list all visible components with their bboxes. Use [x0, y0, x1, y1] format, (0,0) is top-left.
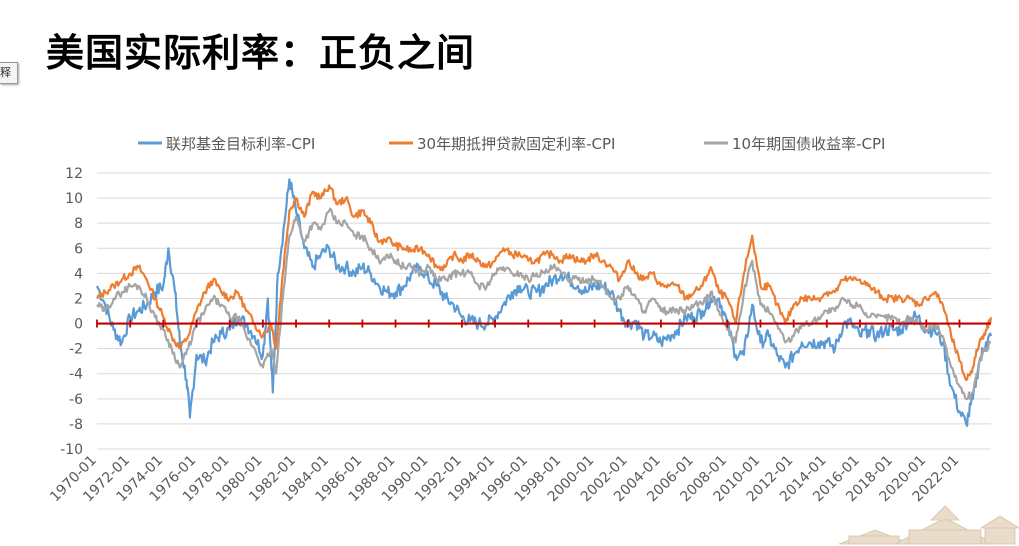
- x-axis: 1970-011972-011974-011976-011978-011980-…: [47, 453, 962, 506]
- y-tick-label: -8: [69, 417, 83, 433]
- legend-label-2: 10年期国债收益率-CPI: [732, 135, 885, 153]
- y-tick-label: 10: [65, 191, 83, 207]
- y-tick-label: -4: [69, 367, 83, 383]
- y-tick-label: -10: [60, 442, 83, 458]
- side-tab[interactable]: 释: [0, 62, 18, 84]
- zero-line: [96, 319, 991, 328]
- building-watermark-icon: [838, 505, 1019, 545]
- series-line-2: [96, 207, 992, 401]
- series-lines: [95, 178, 993, 427]
- legend-label-0: 联邦基金目标利率-CPI: [166, 135, 315, 153]
- y-tick-label: -6: [69, 392, 83, 408]
- y-axis: 12 10 8 6 4 2 0 -2 -4 -6 -8 -10: [60, 166, 83, 458]
- page-title: 美国实际利率：正负之间: [46, 31, 476, 75]
- y-tick-label: 12: [65, 166, 83, 182]
- series-line-0: [95, 178, 993, 427]
- y-tick-label: 6: [74, 241, 83, 257]
- y-tick-label: 4: [74, 266, 83, 282]
- legend-label-1: 30年期抵押贷款固定利率-CPI: [417, 135, 615, 153]
- series-line-1: [95, 184, 993, 382]
- legend: 联邦基金目标利率-CPI 30年期抵押贷款固定利率-CPI 10年期国债收益率-CP…: [138, 135, 885, 153]
- y-tick-label: -2: [69, 342, 83, 358]
- y-tick-label: 8: [74, 216, 83, 232]
- grid: [97, 172, 991, 450]
- y-tick-label: 2: [74, 291, 83, 307]
- y-tick-label: 0: [74, 317, 83, 333]
